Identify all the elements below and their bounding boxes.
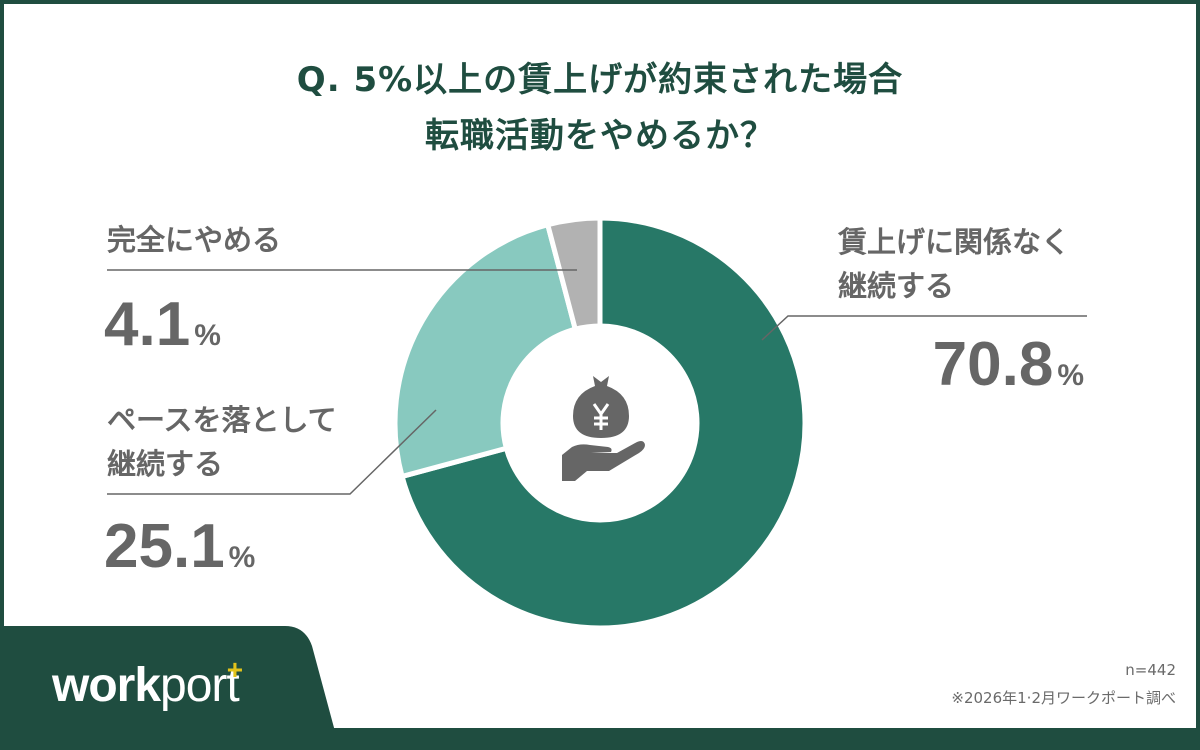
value-slow-unit: % [228,541,256,574]
label-quit: 完全にやめる [107,223,282,257]
label-continue: 賃上げに関係なく 継続する [838,220,1070,308]
label-continue-line-2: 継続する [838,269,955,303]
footer-logo-tab [0,626,340,750]
label-continue-line-1: 賃上げに関係なく [838,225,1071,259]
source-note: ※2026年1·2月ワークポート調べ [951,689,1176,707]
value-continue-unit: % [1057,359,1084,392]
value-slow-number: 25.1 [104,512,225,581]
sample-size: n=442 [1125,661,1176,679]
donut-slice [399,215,808,631]
bottom-bar [0,728,1200,750]
value-slow: 25.1% [104,512,255,593]
leader-line-continue [761,315,1087,341]
value-quit-number: 4.1 [104,290,191,359]
value-continue: 70.8% [933,330,1084,411]
value-continue-number: 70.8 [932,330,1054,399]
label-slow-line-2: 継続する [107,447,224,481]
donut-slices [392,215,808,631]
title-line-2: 転職活動をやめるか？ [425,116,775,156]
title-line-1: Q. 5%以上の賃上げが約束された場合 [296,60,904,100]
logo-text-port: port [160,659,240,712]
value-quit: 4.1% [104,290,221,371]
logo-plus-icon: + [226,654,243,685]
chart-title: Q. 5%以上の賃上げが約束された場合 転職活動をやめるか？ [0,52,1200,164]
donut-slice [392,221,579,480]
label-slow-line-1: ペースを落として [107,403,337,437]
donut-slice [544,215,603,333]
value-quit-unit: % [194,319,221,352]
workport-logo: workport+ [52,654,243,713]
money-bag-yen-hand-icon [562,376,645,481]
logo-text-work: work [52,659,161,712]
label-slow: ペースを落として 継続する [107,398,337,486]
leader-line-slow [107,409,437,495]
